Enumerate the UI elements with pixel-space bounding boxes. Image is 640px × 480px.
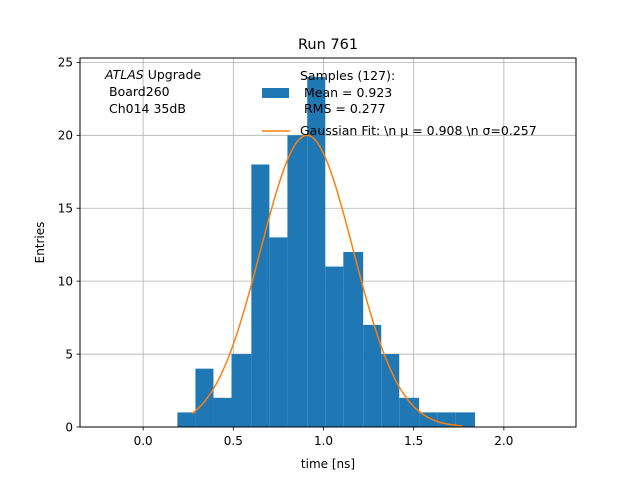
atlas-annotation: ATLAS Upgrade Board260 Ch014 35dB xyxy=(104,67,201,116)
gaussian-fit-line xyxy=(191,134,463,427)
annotation-line-3: Ch014 35dB xyxy=(109,101,186,116)
plot-frame xyxy=(79,57,577,428)
x-tick-label: 0.5 xyxy=(224,434,243,448)
histogram-bar xyxy=(213,397,232,427)
histogram-bar xyxy=(177,412,196,427)
histogram-bar xyxy=(287,135,308,427)
legend-histogram-label-2: Mean = 0.923 xyxy=(304,85,392,100)
histogram-bar xyxy=(381,354,400,427)
y-axis-label: Entries xyxy=(33,222,47,264)
legend-fit-label: Gaussian Fit: \n μ = 0.908 \n σ=0.257 xyxy=(300,123,537,138)
histogram-bar xyxy=(325,266,344,427)
x-tick-label: 2.0 xyxy=(494,434,513,448)
y-tick-label: 10 xyxy=(58,274,73,288)
y-tick-label: 20 xyxy=(58,129,73,143)
y-axis-ticks: 0 5 10 15 20 25 xyxy=(58,56,80,434)
histogram-bar xyxy=(419,412,438,427)
y-tick-label: 0 xyxy=(65,420,73,434)
x-tick-label: 1.0 xyxy=(314,434,333,448)
histogram-bar xyxy=(195,368,214,427)
legend-histogram-label-1: Samples (127): xyxy=(300,68,395,83)
histogram-bar xyxy=(399,397,420,427)
atlas-italic: ATLAS xyxy=(104,67,144,82)
annotation-line-2: Board260 xyxy=(109,84,170,99)
x-tick-label: 0.0 xyxy=(134,434,153,448)
histogram-bar xyxy=(251,164,270,428)
histogram-bar xyxy=(307,76,326,427)
histogram-bar xyxy=(231,354,252,427)
x-axis-ticks: 0.0 0.5 1.0 1.5 2.0 xyxy=(134,427,513,448)
chart-title: Run 761 xyxy=(298,37,358,53)
histogram-bar xyxy=(363,324,382,427)
y-tick-label: 25 xyxy=(58,56,73,70)
histogram-bar xyxy=(343,251,364,427)
upgrade-text: Upgrade xyxy=(144,67,202,82)
histogram-bar xyxy=(455,412,475,427)
annotation-line-1: ATLAS Upgrade xyxy=(104,67,201,82)
legend-histogram-swatch xyxy=(262,88,289,98)
x-tick-label: 1.5 xyxy=(404,434,423,448)
y-tick-label: 5 xyxy=(65,347,73,361)
histogram-bar xyxy=(269,237,288,427)
y-tick-label: 15 xyxy=(58,202,73,216)
legend: Samples (127): Mean = 0.923 RMS = 0.277 … xyxy=(262,68,537,138)
histogram-bars xyxy=(177,76,475,428)
x-axis-label: time [ns] xyxy=(301,457,355,471)
legend-histogram-label-3: RMS = 0.277 xyxy=(304,101,386,116)
